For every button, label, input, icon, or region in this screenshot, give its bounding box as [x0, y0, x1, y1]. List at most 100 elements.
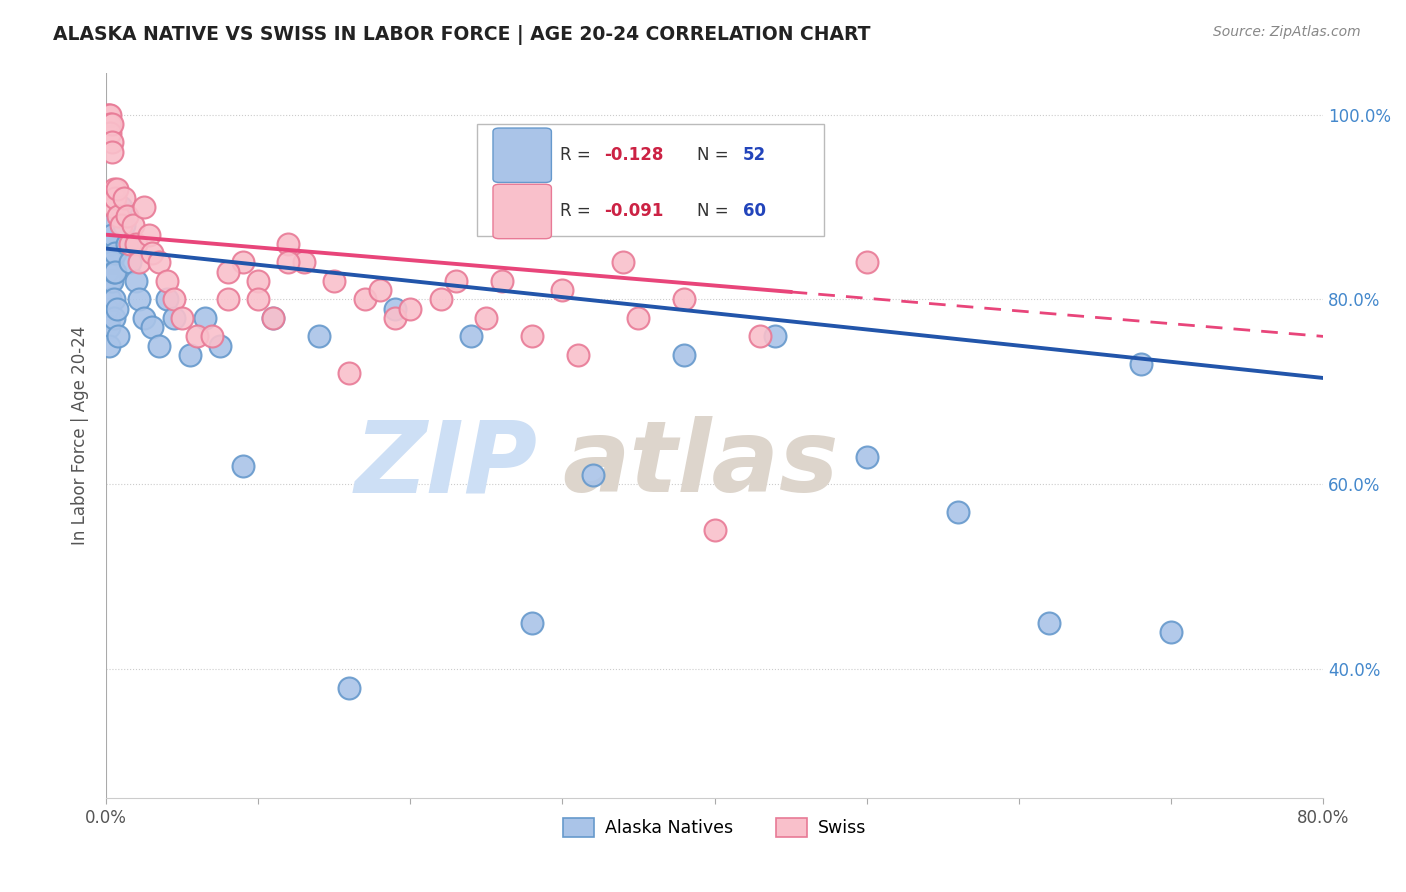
Text: -0.091: -0.091 [603, 202, 664, 220]
Point [460, 329, 482, 343]
Point [232, 458, 254, 473]
Point [749, 329, 772, 343]
Point [101, 227, 124, 242]
Point [125, 236, 148, 251]
Point [141, 246, 163, 260]
Point [115, 236, 138, 251]
Point [612, 255, 634, 269]
Point [97, 246, 120, 260]
Point [107, 209, 129, 223]
Text: ALASKA NATIVE VS SWISS IN LABOR FORCE | AGE 20-24 CORRELATION CHART: ALASKA NATIVE VS SWISS IN LABOR FORCE | … [53, 25, 870, 45]
Point [107, 329, 129, 343]
Text: Source: ZipAtlas.com: Source: ZipAtlas.com [1213, 25, 1361, 39]
Point [105, 301, 128, 316]
Point [138, 227, 160, 242]
Point [112, 191, 135, 205]
Point [163, 293, 186, 307]
Point [475, 310, 498, 325]
Y-axis label: In Labor Force | Age 20-24: In Labor Force | Age 20-24 [72, 326, 89, 545]
Point [103, 293, 125, 307]
Point [97, 338, 120, 352]
Point [208, 338, 231, 352]
Point [115, 209, 138, 223]
Point [855, 450, 877, 464]
Point [100, 117, 122, 131]
FancyBboxPatch shape [477, 124, 824, 236]
Point [97, 274, 120, 288]
Point [277, 255, 299, 269]
Point [1129, 357, 1152, 371]
Point [96, 265, 118, 279]
Point [96, 117, 118, 131]
Point [97, 293, 120, 307]
Point [323, 274, 346, 288]
FancyBboxPatch shape [494, 128, 551, 183]
Point [97, 320, 120, 334]
Point [627, 310, 650, 325]
Point [101, 145, 124, 159]
Text: R =: R = [560, 146, 596, 164]
Point [132, 200, 155, 214]
Point [132, 310, 155, 325]
FancyBboxPatch shape [494, 185, 551, 239]
Point [100, 293, 122, 307]
Point [247, 274, 270, 288]
Point [194, 310, 217, 325]
Point [217, 293, 239, 307]
Point [100, 126, 122, 140]
Point [100, 107, 122, 121]
Point [582, 468, 605, 483]
Text: atlas: atlas [562, 417, 839, 513]
Text: R =: R = [560, 202, 596, 220]
Text: ZIP: ZIP [356, 417, 538, 513]
Point [101, 136, 124, 150]
Point [384, 301, 406, 316]
Point [96, 301, 118, 316]
Point [128, 293, 150, 307]
Text: -0.128: -0.128 [603, 146, 664, 164]
Point [122, 219, 145, 233]
Point [148, 255, 170, 269]
Point [97, 117, 120, 131]
Point [97, 126, 120, 140]
Point [101, 274, 124, 288]
Point [120, 255, 142, 269]
Point [384, 310, 406, 325]
Point [105, 181, 128, 195]
Point [170, 310, 193, 325]
Point [179, 348, 201, 362]
Point [104, 191, 127, 205]
Point [337, 367, 360, 381]
Point [277, 236, 299, 251]
Point [763, 329, 786, 343]
Point [103, 200, 125, 214]
Text: 60: 60 [742, 202, 765, 220]
Point [855, 255, 877, 269]
Point [429, 293, 451, 307]
Point [217, 265, 239, 279]
Point [201, 329, 224, 343]
Point [103, 265, 125, 279]
Point [100, 274, 122, 288]
Point [292, 255, 315, 269]
Point [100, 219, 122, 233]
Point [104, 246, 127, 260]
Point [141, 320, 163, 334]
Point [186, 329, 208, 343]
Text: N =: N = [697, 146, 734, 164]
Point [673, 293, 696, 307]
Point [125, 274, 148, 288]
Point [368, 283, 391, 297]
Text: 52: 52 [742, 146, 766, 164]
Text: N =: N = [697, 202, 734, 220]
Point [103, 310, 125, 325]
Point [148, 338, 170, 352]
Point [156, 274, 179, 288]
Point [96, 107, 118, 121]
Point [520, 615, 543, 630]
Point [97, 107, 120, 121]
Point [399, 301, 422, 316]
Point [567, 348, 589, 362]
Point [110, 200, 132, 214]
Point [520, 329, 543, 343]
